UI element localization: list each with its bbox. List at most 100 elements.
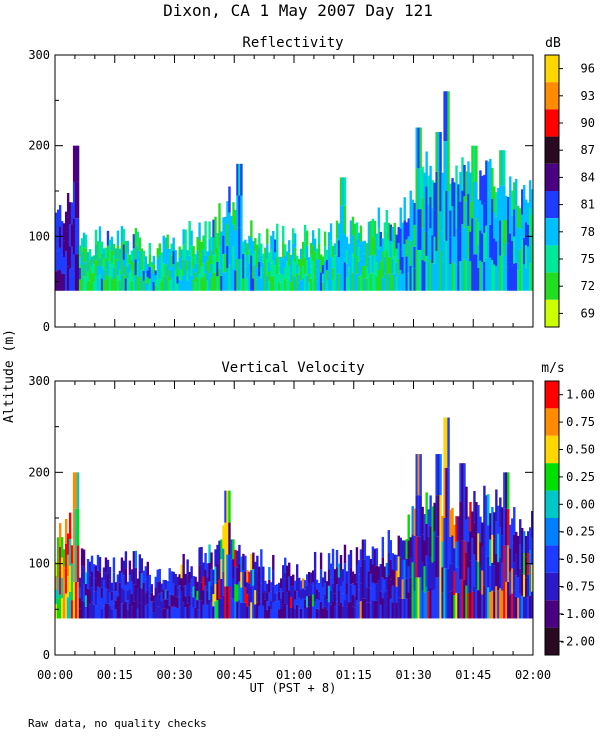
data-cell <box>92 281 96 291</box>
data-cell <box>94 605 98 619</box>
data-cell <box>499 255 502 291</box>
data-cell <box>162 235 165 250</box>
data-cell <box>307 583 311 596</box>
data-cell <box>509 571 512 596</box>
data-cell <box>357 603 361 619</box>
data-cell <box>467 226 470 259</box>
data-cell <box>455 541 458 568</box>
data-cell <box>381 557 385 578</box>
data-cell <box>335 255 339 274</box>
data-cell <box>204 238 207 256</box>
data-cell <box>106 245 110 261</box>
data-cell <box>200 600 203 619</box>
data-cell <box>439 171 442 212</box>
data-cell <box>148 254 151 267</box>
data-cell <box>471 538 474 565</box>
data-cell <box>170 255 173 268</box>
data-cell <box>278 591 281 601</box>
data-cell <box>214 549 217 567</box>
data-cell <box>359 583 363 602</box>
data-cell <box>98 242 102 259</box>
data-cell <box>463 540 466 580</box>
data-cell <box>299 599 303 609</box>
data-cell <box>457 210 460 238</box>
data-cell <box>351 235 355 254</box>
data-cell <box>112 572 116 588</box>
data-cell <box>419 536 422 578</box>
data-cell <box>453 548 456 572</box>
data-cell <box>473 254 476 291</box>
data-cell <box>232 268 235 291</box>
data-cell <box>467 516 470 542</box>
data-cell <box>66 217 70 242</box>
data-cell <box>397 556 400 578</box>
data-cell <box>511 543 514 569</box>
data-cell <box>130 581 134 594</box>
data-cell <box>88 590 92 605</box>
data-cell <box>339 205 343 235</box>
data-cell <box>122 244 126 260</box>
data-cell <box>182 244 185 260</box>
data-cell <box>411 506 414 535</box>
data-cell <box>240 572 243 588</box>
data-cell <box>224 586 227 619</box>
data-cell <box>305 245 309 261</box>
data-cell <box>250 602 253 619</box>
data-cell <box>66 241 70 267</box>
data-cell <box>527 531 530 554</box>
data-cell <box>258 276 261 291</box>
data-cell <box>313 277 317 291</box>
data-cell <box>421 259 424 291</box>
data-cell <box>313 264 317 278</box>
data-cell <box>449 591 452 619</box>
data-cell <box>248 276 251 291</box>
data-cell <box>295 564 299 578</box>
data-cell <box>86 603 90 619</box>
data-cell <box>142 582 146 595</box>
data-cell <box>475 254 478 291</box>
data-cell <box>164 237 167 251</box>
data-cell <box>461 223 464 258</box>
data-cell <box>192 597 195 608</box>
data-cell <box>270 600 273 610</box>
footnote: Raw data, no quality checks <box>28 717 207 730</box>
data-cell <box>379 604 383 619</box>
data-cell <box>88 561 92 576</box>
data-cell <box>60 577 64 599</box>
data-cell <box>485 193 488 226</box>
data-cell <box>258 247 261 262</box>
data-cell <box>415 209 418 250</box>
data-cell <box>210 568 213 586</box>
data-cell <box>90 587 94 603</box>
data-cell <box>339 234 343 263</box>
data-cell <box>118 259 122 270</box>
data-cell <box>369 588 373 604</box>
data-cell <box>349 550 353 568</box>
data-cell <box>499 497 502 528</box>
data-cell <box>477 245 480 268</box>
data-cell <box>531 239 534 266</box>
data-cell <box>154 270 157 276</box>
data-cell <box>437 132 440 172</box>
data-cell <box>415 127 418 169</box>
data-cell <box>116 596 120 608</box>
data-cell <box>325 581 329 591</box>
velocity-colorbar: 1.000.750.500.250.00-0.25-0.50-0.75-1.00… <box>544 380 595 656</box>
data-cell <box>467 161 470 194</box>
data-cell <box>335 584 339 602</box>
data-cell <box>214 216 217 236</box>
data-cell <box>375 233 379 248</box>
data-cell <box>447 240 450 291</box>
colorbar-swatch <box>545 163 559 191</box>
data-cell <box>96 602 100 619</box>
data-cell <box>58 226 62 248</box>
data-cell <box>371 564 375 583</box>
data-cell <box>299 259 303 270</box>
data-cell <box>531 591 534 619</box>
data-cell <box>477 267 480 291</box>
data-cell <box>429 259 432 291</box>
data-cell <box>260 255 263 268</box>
data-cell <box>286 271 289 281</box>
data-cell <box>351 571 355 584</box>
